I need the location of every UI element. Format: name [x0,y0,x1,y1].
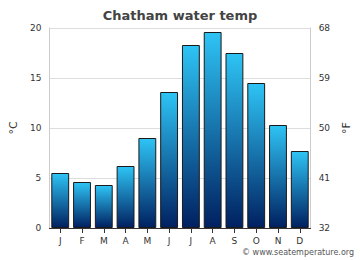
svg-text:5: 5 [36,173,42,183]
svg-text:A: A [122,236,129,246]
svg-text:O: O [253,236,260,246]
svg-text:59: 59 [319,73,331,83]
svg-text:N: N [275,236,282,246]
svg-text:32: 32 [319,223,330,233]
svg-text:D: D [296,236,303,246]
svg-text:°C: °C [7,121,20,135]
svg-text:10: 10 [30,123,42,133]
svg-text:M: M [100,236,108,246]
svg-text:A: A [210,236,217,246]
svg-text:J: J [189,236,193,246]
svg-text:Chatham water temp: Chatham water temp [103,8,258,23]
svg-text:S: S [232,236,238,246]
svg-text:© www.seatemperature.org: © www.seatemperature.org [242,248,354,257]
svg-text:20: 20 [30,23,42,33]
svg-text:J: J [167,236,171,246]
svg-text:M: M [143,236,151,246]
svg-text:41: 41 [319,173,330,183]
svg-text:J: J [58,236,62,246]
svg-text:50: 50 [319,123,331,133]
svg-text:F: F [79,236,84,246]
svg-text:°F: °F [340,122,353,134]
svg-text:0: 0 [36,223,42,233]
svg-text:15: 15 [30,73,41,83]
svg-text:68: 68 [319,23,331,33]
